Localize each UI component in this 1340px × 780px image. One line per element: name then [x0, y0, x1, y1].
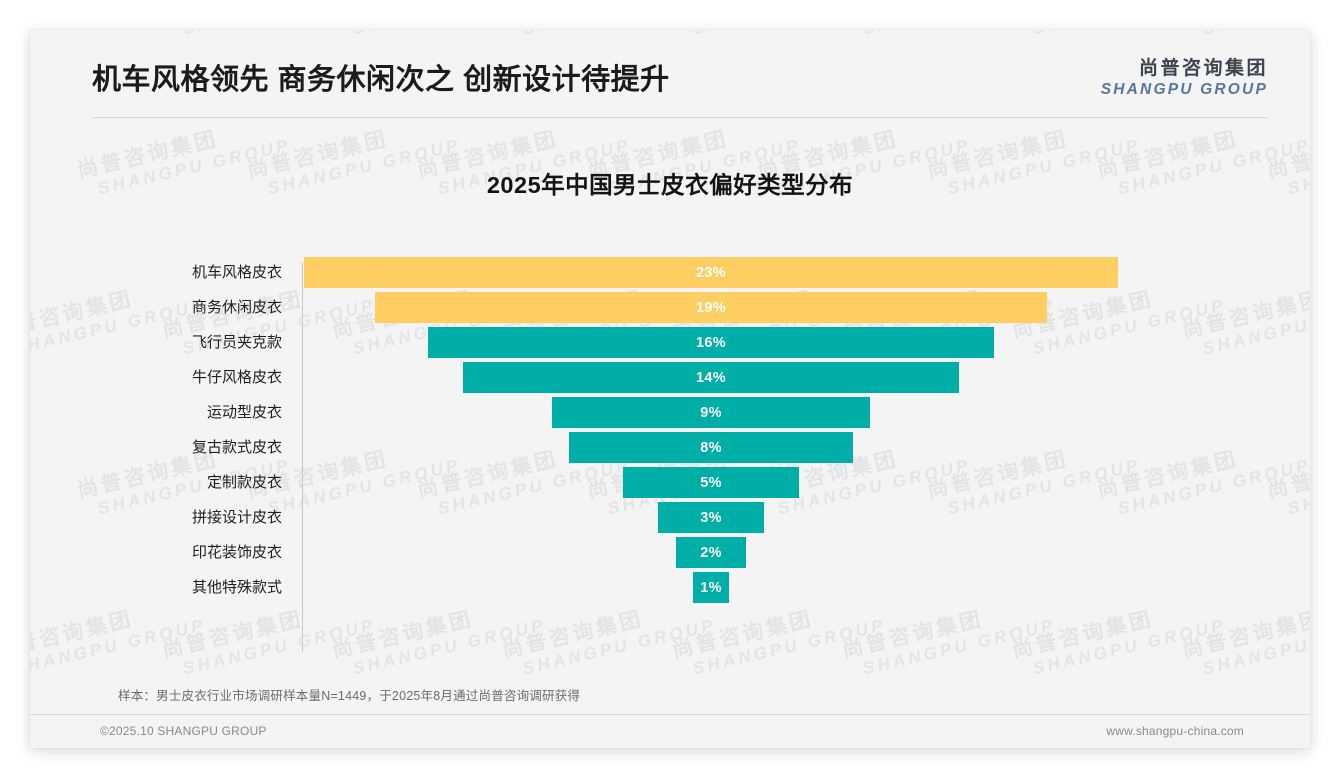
bar-track: 14% [304, 360, 1310, 395]
bar-track: 16% [304, 325, 1310, 360]
bar-track: 1% [304, 570, 1310, 605]
footer-divider [30, 714, 1310, 715]
chart-bar[interactable]: 5% [622, 467, 800, 498]
bar-track: 8% [304, 430, 1310, 465]
category-label: 印花装饰皮衣 [191, 544, 282, 561]
header-divider [92, 117, 1268, 118]
category-label: 拼接设计皮衣 [191, 509, 282, 526]
chart-row: 定制款皮衣 5% [30, 465, 1310, 500]
category-label: 机车风格皮衣 [191, 264, 282, 281]
bar-value-label: 19% [696, 299, 726, 316]
copyright-text: ©2025.10 SHANGPU GROUP [100, 724, 267, 738]
page-title: 机车风格领先 商务休闲次之 创新设计待提升 [92, 64, 670, 96]
bar-track: 19% [304, 290, 1310, 325]
category-label: 商务休闲皮衣 [191, 299, 282, 316]
chart-bar[interactable]: 9% [551, 397, 871, 428]
bar-value-label: 14% [696, 369, 726, 386]
bar-value-label: 2% [700, 544, 722, 561]
chart-bar[interactable]: 19% [374, 292, 1048, 323]
chart-row: 机车风格皮衣 23% [30, 255, 1310, 290]
bar-track: 2% [304, 535, 1310, 570]
brand-logo-cn: 尚普咨询集团 [1138, 58, 1268, 79]
chart-bar[interactable]: 1% [693, 572, 729, 603]
chart-bar[interactable]: 3% [657, 502, 765, 533]
category-label: 定制款皮衣 [206, 474, 282, 491]
bar-value-label: 9% [700, 404, 722, 421]
brand-logo-en: SHANGPU GROUP [1100, 80, 1268, 98]
chart-bar[interactable]: 8% [569, 432, 853, 463]
chart-row: 拼接设计皮衣 3% [30, 500, 1310, 535]
bar-value-label: 3% [700, 509, 722, 526]
chart-row: 其他特殊款式 1% [30, 570, 1310, 605]
bar-track: 5% [304, 465, 1310, 500]
chart-title: 2025年中国男士皮衣偏好类型分布 [486, 172, 854, 198]
bar-value-label: 23% [696, 264, 726, 281]
brand-logo: 尚普咨询集团 SHANGPU GROUP [1101, 58, 1268, 99]
chart-row: 运动型皮衣 9% [30, 395, 1310, 430]
chart-bar[interactable]: 23% [304, 257, 1118, 288]
slide-header: 机车风格领先 商务休闲次之 创新设计待提升 尚普咨询集团 SHANGPU GRO… [30, 30, 1310, 118]
chart-row: 复古款式皮衣 8% [30, 430, 1310, 465]
bar-value-label: 8% [700, 439, 722, 456]
category-label: 牛仔风格皮衣 [191, 369, 282, 386]
chart-rows: 机车风格皮衣 23% 商务休闲皮衣 19% 飞行员夹克款 16% 牛仔风格皮衣 14% 运动型皮… [30, 255, 1310, 605]
chart-bar[interactable]: 14% [463, 362, 959, 393]
sample-note: 样本：男士皮衣行业市场调研样本量N=1449，于2025年8月通过尚普咨询调研获… [118, 689, 581, 703]
chart-row: 飞行员夹克款 16% [30, 325, 1310, 360]
chart-bar[interactable]: 16% [427, 327, 995, 358]
website-link[interactable]: www.shangpu-china.com [1106, 724, 1244, 738]
chart-bar[interactable]: 2% [675, 537, 747, 568]
slide-footer: ©2025.10 SHANGPU GROUP www.shangpu-china… [30, 714, 1310, 748]
category-label: 复古款式皮衣 [191, 439, 282, 456]
category-label: 飞行员夹克款 [191, 334, 282, 351]
category-label: 其他特殊款式 [191, 579, 282, 596]
bar-value-label: 5% [700, 474, 722, 491]
bar-track: 3% [304, 500, 1310, 535]
chart-row: 牛仔风格皮衣 14% [30, 360, 1310, 395]
bar-track: 23% [304, 255, 1310, 290]
bar-value-label: 16% [696, 334, 726, 351]
category-axis-line [302, 262, 304, 652]
category-label: 运动型皮衣 [206, 404, 282, 421]
bar-track: 9% [304, 395, 1310, 430]
chart-row: 印花装饰皮衣 2% [30, 535, 1310, 570]
funnel-chart: 机车风格皮衣 23% 商务休闲皮衣 19% 飞行员夹克款 16% 牛仔风格皮衣 14% 运动型皮… [30, 255, 1310, 655]
chart-row: 商务休闲皮衣 19% [30, 290, 1310, 325]
slide-canvas: 尚普咨询集团 SHANGPU GROUP 尚普咨询集团 SHANGPU GROUP 尚普… [30, 30, 1310, 748]
bar-value-label: 1% [700, 579, 722, 596]
